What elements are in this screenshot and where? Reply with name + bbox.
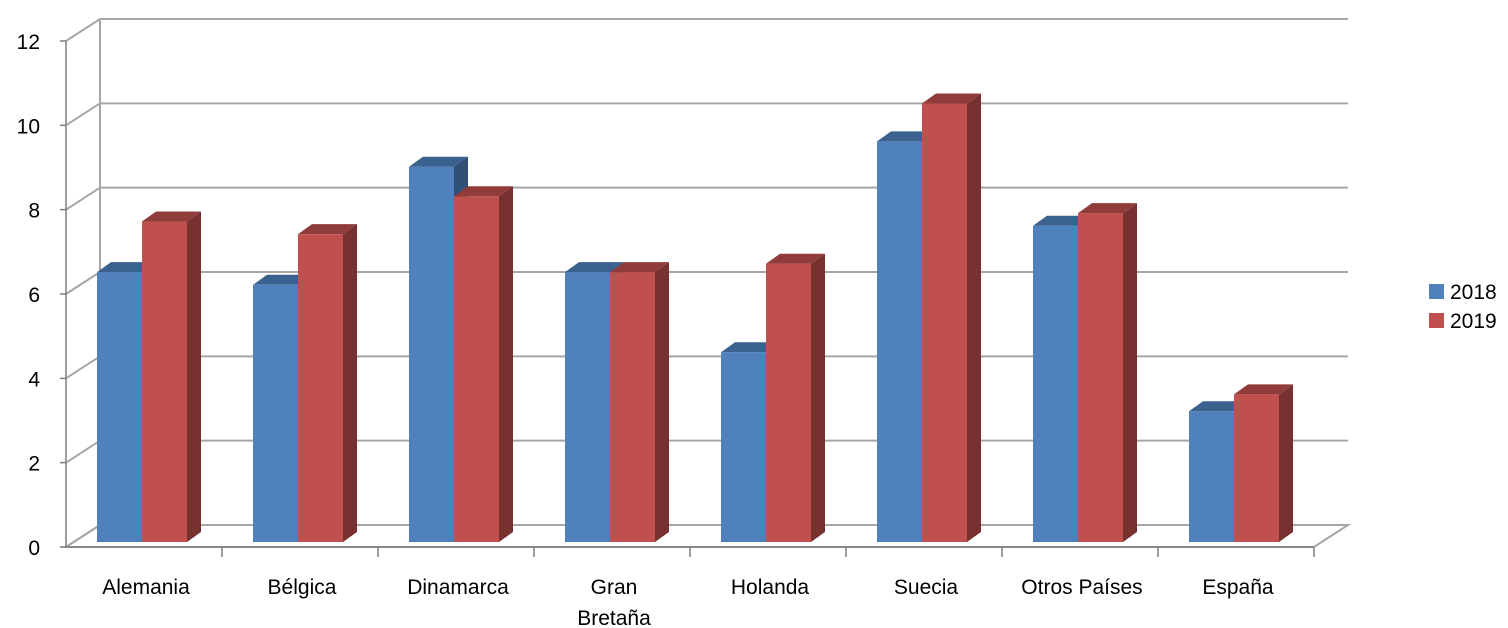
bar <box>610 262 669 542</box>
gridline-diagonal <box>66 188 100 210</box>
y-tick-label: 2 <box>28 453 40 476</box>
bar-front-face <box>97 272 142 542</box>
legend-swatch <box>1429 284 1444 299</box>
legend-label: 2018 <box>1450 281 1497 304</box>
bar-front-face <box>610 272 655 542</box>
gridline-diagonal <box>66 356 100 378</box>
bar-side-face <box>655 262 669 542</box>
y-tick-label: 0 <box>28 537 40 560</box>
y-tick-label: 10 <box>17 115 40 138</box>
bar-front-face <box>1189 411 1234 542</box>
gridline-diagonal <box>66 103 100 125</box>
x-tick-label: Otros Países <box>1021 576 1142 599</box>
gridline-diagonal <box>66 441 100 463</box>
gridline-diagonal <box>66 272 100 294</box>
bars <box>97 93 1293 542</box>
bar-front-face <box>298 234 343 542</box>
bar-front-face <box>721 352 766 542</box>
bar-front-face <box>409 167 454 542</box>
bar <box>922 93 981 542</box>
x-tick-label: España <box>1202 576 1274 599</box>
legend: 2018 2019 <box>1429 281 1497 333</box>
bar-front-face <box>1078 213 1123 542</box>
bar-front-face <box>1033 226 1078 542</box>
bar <box>1078 203 1137 542</box>
x-tick-label: Dinamarca <box>407 576 509 599</box>
x-tick-label: Gran <box>591 576 638 599</box>
bar <box>766 254 825 542</box>
bar-side-face <box>811 254 825 542</box>
x-tick-label: Alemania <box>102 576 190 599</box>
bar <box>298 224 357 542</box>
x-tick-label: Holanda <box>731 576 810 599</box>
y-tick-label: 6 <box>28 284 40 307</box>
bar-side-face <box>343 224 357 542</box>
legend-label: 2019 <box>1450 310 1497 333</box>
bar <box>1234 384 1293 542</box>
bar <box>454 186 513 542</box>
bar-front-face <box>565 272 610 542</box>
bar-side-face <box>967 93 981 542</box>
bar-front-face <box>766 264 811 542</box>
y-tick-label: 4 <box>28 368 40 391</box>
y-tick-label: 8 <box>28 200 40 223</box>
y-axis-tick-labels: 0 2 4 6 8 10 12 <box>17 31 41 560</box>
bar-front-face <box>1234 394 1279 542</box>
bar-side-face <box>499 186 513 542</box>
x-tick-label: Bélgica <box>268 576 337 599</box>
bar-front-face <box>253 285 298 542</box>
bar-side-face <box>1123 203 1137 542</box>
bar-front-face <box>877 141 922 542</box>
bar-front-face <box>142 222 187 542</box>
bar <box>142 212 201 542</box>
gridline-diagonal <box>66 525 100 547</box>
bar-side-face <box>1279 384 1293 542</box>
y-tick-label: 12 <box>17 31 40 54</box>
bar-front-face <box>454 196 499 542</box>
legend-swatch <box>1429 313 1444 328</box>
gridline-diagonal <box>66 19 100 41</box>
x-tick-label: Bretaña <box>577 607 651 628</box>
x-axis-tick-labels: Alemania Bélgica Dinamarca Gran Bretaña Holan… <box>102 576 1274 628</box>
bar-side-face <box>187 212 201 542</box>
x-tick-label: Suecia <box>894 576 959 599</box>
bar-front-face <box>922 103 967 542</box>
